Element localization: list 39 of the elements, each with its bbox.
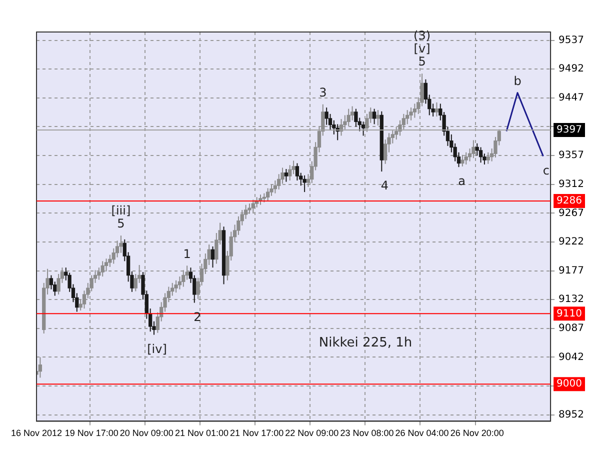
annotation: 5 [418,54,426,69]
x-tick-label: 16 Nov 2012 [10,428,62,438]
annotation: 3 [319,85,327,100]
y-tick-label: 9222 [558,236,584,248]
y-tick-label: 9492 [558,64,584,75]
annotation: a [458,174,466,188]
x-tick-label: 26 Nov 04:00 [395,428,449,438]
ref-line-label: 9000 [556,378,582,390]
annotation: (3) [414,28,431,43]
y-tick-label: 9447 [558,92,584,104]
annotation: c [542,163,550,178]
y-tick-label: 9177 [558,265,584,276]
annotation: b [514,74,522,88]
x-tick-label: 22 Nov 09:00 [285,428,339,438]
y-tick-label: 9537 [558,34,584,46]
x-tick-label: 20 Nov 09:00 [120,428,174,438]
y-tick-label: 8952 [558,409,584,420]
y-tick-label: 9312 [558,178,584,190]
y-tick-label: 9132 [558,294,584,306]
x-tick-label: 21 Nov 17:00 [230,428,284,438]
annotation: 5 [117,216,125,231]
ref-line-label: 9397 [556,124,582,136]
x-tick-label: 23 Nov 08:00 [340,428,394,438]
y-tick-label: 9042 [558,352,584,363]
annotation: [iv] [147,342,167,356]
annotation: [iii] [111,204,131,218]
x-tick-label: 19 Nov 17:00 [64,428,118,438]
annotation: 4 [380,178,388,193]
x-tick-label: 21 Nov 01:00 [174,428,229,438]
y-tick-label: 9357 [558,150,584,162]
y-tick-label: 9087 [558,322,584,334]
annotation: 1 [183,246,191,261]
annotation: 2 [194,310,202,324]
ref-line-label: 9286 [556,196,582,207]
annotation: [v] [414,42,430,56]
y-tick-label: 9267 [558,208,584,219]
annotation: Nikkei 225, 1h [318,336,412,351]
ref-line-label: 9110 [556,308,582,320]
x-tick-label: 26 Nov 20:00 [450,428,504,438]
